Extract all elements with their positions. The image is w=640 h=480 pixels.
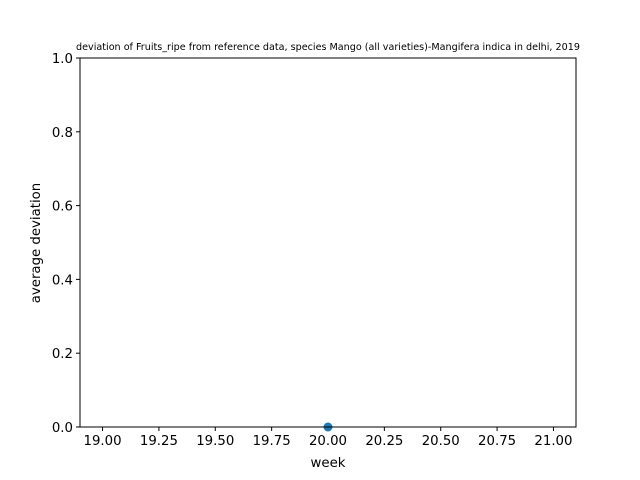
x-tick-label: 19.00 <box>84 434 122 449</box>
x-tick-label: 21.00 <box>534 434 572 449</box>
x-tick-label: 20.25 <box>365 434 403 449</box>
x-tick-label: 19.50 <box>196 434 234 449</box>
y-tick-label: 1.0 <box>52 52 73 67</box>
x-tick-label: 19.25 <box>140 434 178 449</box>
y-axis: 0.0 0.2 0.4 0.6 0.8 1.0 <box>52 52 80 436</box>
y-tick-label: 0.4 <box>52 273 73 288</box>
y-tick-label: 0.0 <box>52 421 73 436</box>
y-axis-label: average deviation <box>29 183 44 303</box>
x-tick-label: 20.00 <box>309 434 347 449</box>
x-axis-label: week <box>311 456 346 471</box>
x-tick-label: 20.50 <box>422 434 460 449</box>
y-tick-label: 0.2 <box>52 347 73 362</box>
y-tick-label: 0.6 <box>52 200 73 215</box>
x-tick-label: 20.75 <box>478 434 516 449</box>
chart-title: deviation of Fruits_ripe from reference … <box>76 42 580 53</box>
x-axis: 19.00 19.25 19.50 19.75 20.00 20.25 20.50 20.75… <box>84 427 572 449</box>
x-tick-label: 19.75 <box>253 434 291 449</box>
plot-frame <box>79 57 577 428</box>
y-tick-label: 0.8 <box>52 126 73 141</box>
